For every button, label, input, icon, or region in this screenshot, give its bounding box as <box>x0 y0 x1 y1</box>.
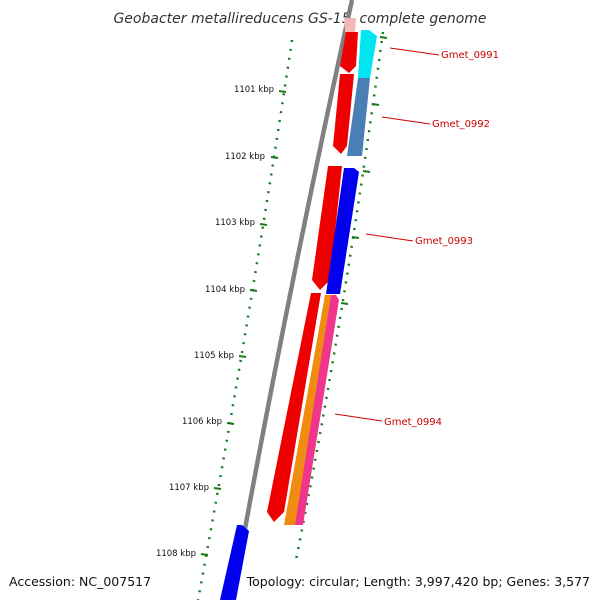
label-leader <box>389 47 440 56</box>
accession-text: Accession: NC_007517 <box>9 574 152 589</box>
feature-arrow-steel <box>347 78 370 156</box>
tick-mark <box>213 487 222 490</box>
kbp-ticks: 1101 kbp 1102 kbp 1103 kbp 1104 kbp 1105… <box>156 85 287 559</box>
feature-arrow-faded <box>344 18 356 32</box>
topology-text: Topology: circular; Length: 3,997,420 bp… <box>246 574 590 589</box>
tick-mark <box>278 90 287 93</box>
tick-label-1101: 1101 kbp <box>234 85 274 95</box>
tick-mark <box>200 553 209 556</box>
gene-label-gmet-0991: Gmet_0991 <box>441 50 499 61</box>
feature-arrow-cyan <box>358 30 377 78</box>
tick-mark <box>226 422 235 425</box>
label-leader <box>381 116 431 125</box>
tick-mark <box>351 236 360 239</box>
outer-ring-ticks <box>340 36 388 305</box>
feature-arrow-pink <box>295 295 339 525</box>
gene-label-gmet-0992: Gmet_0992 <box>432 119 490 130</box>
gene-label-gmet-0994: Gmet_0994 <box>384 417 442 428</box>
label-leader <box>334 413 383 422</box>
tick-mark <box>340 302 349 305</box>
tick-label-1103: 1103 kbp <box>215 218 255 228</box>
label-leader <box>365 233 414 242</box>
feature-arrow-orange <box>284 295 331 525</box>
tick-mark <box>379 36 388 39</box>
gene-label-gmet-0993: Gmet_0993 <box>415 236 473 247</box>
tick-mark <box>270 156 279 159</box>
gene-features <box>220 18 377 600</box>
feature-arrow-red <box>333 74 354 154</box>
tick-mark <box>371 103 380 106</box>
feature-arrow-blue <box>220 525 249 600</box>
tick-label-1102: 1102 kbp <box>225 152 265 162</box>
outer-dotted-ring <box>294 31 385 561</box>
feature-arrow-blue <box>326 168 359 294</box>
tick-label-1104: 1104 kbp <box>205 285 245 295</box>
tick-mark <box>238 355 247 358</box>
tick-mark <box>259 223 268 226</box>
tick-mark <box>362 170 371 173</box>
tick-label-1105: 1105 kbp <box>194 351 234 361</box>
tick-mark <box>249 289 258 292</box>
map-title: Geobacter metallireducens GS-15, complet… <box>113 11 486 27</box>
tick-label-1108: 1108 kbp <box>156 549 196 559</box>
tick-label-1107: 1107 kbp <box>169 483 209 493</box>
feature-arrow-red <box>267 293 321 522</box>
genome-backbone <box>229 0 355 600</box>
gene-labels: Gmet_0991 Gmet_0992 Gmet_0993 Gmet_0994 <box>334 47 499 428</box>
feature-arrow-red <box>340 32 358 73</box>
feature-arrow-red <box>312 166 342 290</box>
tick-label-1106: 1106 kbp <box>182 417 222 427</box>
